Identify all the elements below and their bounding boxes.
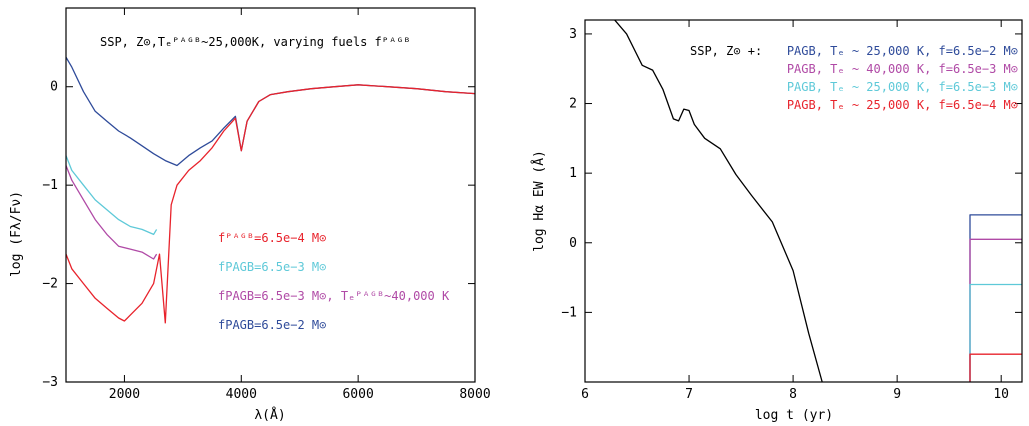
left-y-tick-label: −3 (42, 375, 58, 390)
left-x-tick-label: 2000 (109, 387, 140, 402)
right-legend-entry: PAGB, Tₑ ~ 40,000 K, f=6.5e−3 M⊙ (787, 62, 1018, 76)
left-series-line-purple (66, 165, 158, 260)
right-x-tick-label: 6 (581, 387, 589, 402)
left-legend-entry: fPAGB=6.5e−3 M⊙ (218, 260, 326, 274)
left-plot-frame (65, 7, 476, 383)
right-series-line-cyan (969, 283, 1022, 382)
left-legend-entry: fPAGB=6.5e−2 M⊙ (218, 318, 326, 332)
left-legend: fᴾᴬᴳᴮ=6.5e−4 M⊙ fPAGB=6.5e−3 M⊙ fPAGB=6.5e… (218, 231, 450, 332)
right-legend-entry: PAGB, Tₑ ~ 25,000 K, f=6.5e−3 M⊙ (787, 80, 1018, 94)
right-legend-entry: PAGB, Tₑ ~ 25,000 K, f=6.5e−2 M⊙ (787, 44, 1018, 58)
left-x-tick-label: 6000 (342, 387, 373, 402)
right-legend: PAGB, Tₑ ~ 25,000 K, f=6.5e−2 M⊙ PAGB, Tₑ… (787, 44, 1018, 112)
right-y-tick-label: 3 (569, 27, 577, 42)
right-x-tick-label: 8 (789, 387, 797, 402)
right-plot-frame (584, 19, 1023, 383)
right-legend-prefix: SSP, Z⊙ +: (690, 44, 762, 58)
left-y-axis-label: log (Fλ/Fν) (9, 191, 24, 277)
left-series-line-blue (66, 56, 475, 167)
right-chart-panel: 6 7 8 9 10 −1 0 1 2 3 SSP, Z⊙ +: PAGB, Tₑ ~ 25,00… (531, 19, 1023, 423)
right-y-axis-label: log Hα EW (Å) (531, 150, 547, 252)
right-y-tick-label: 2 (569, 97, 577, 112)
left-legend-entry: fPAGB=6.5e−3 M⊙, Tₑᴾᴬᴳᴮ~40,000 K (218, 289, 450, 303)
left-series-line-red (66, 84, 475, 324)
right-series-line-blue (969, 214, 1022, 382)
right-y-tick-label: 0 (569, 236, 577, 251)
left-x-tick-label: 8000 (459, 387, 490, 402)
right-x-tick-label: 10 (993, 387, 1009, 402)
right-series-line-purple (969, 238, 1022, 382)
right-x-tick-label: 9 (893, 387, 901, 402)
right-legend-entry: PAGB, Tₑ ~ 25,000 K, f=6.5e−4 M⊙ (787, 98, 1018, 112)
left-chart-panel: 2000 4000 6000 8000 −3 −2 −1 0 SSP, Z⊙,Tₑᴾᴬᴳᴮ~2… (9, 7, 491, 423)
left-y-tick-label: −1 (42, 178, 58, 193)
right-y-tick-label: 1 (569, 166, 577, 181)
left-y-tick-label: −2 (42, 277, 58, 292)
left-series-group (66, 56, 475, 324)
right-x-axis-label: log t (yr) (755, 408, 833, 423)
right-ticks-group: 6 7 8 9 10 −1 0 1 2 3 (561, 20, 1022, 402)
left-chart-title: SSP, Z⊙,Tₑᴾᴬᴳᴮ~25,000K, varying fuels fᴾ… (100, 35, 411, 49)
left-series-line-cyan (66, 155, 158, 236)
right-x-tick-label: 7 (685, 387, 693, 402)
right-series-line-red (969, 353, 1022, 382)
right-y-tick-label: −1 (561, 305, 577, 320)
left-x-axis-label: λ(Å) (254, 407, 285, 423)
left-x-tick-label: 4000 (226, 387, 257, 402)
left-y-tick-label: 0 (50, 80, 58, 95)
right-series-line-black (613, 20, 823, 382)
right-series-group (613, 20, 1022, 382)
left-ticks-group: 2000 4000 6000 8000 −3 −2 −1 0 (42, 8, 491, 402)
left-legend-entry: fᴾᴬᴳᴮ=6.5e−4 M⊙ (218, 231, 326, 245)
